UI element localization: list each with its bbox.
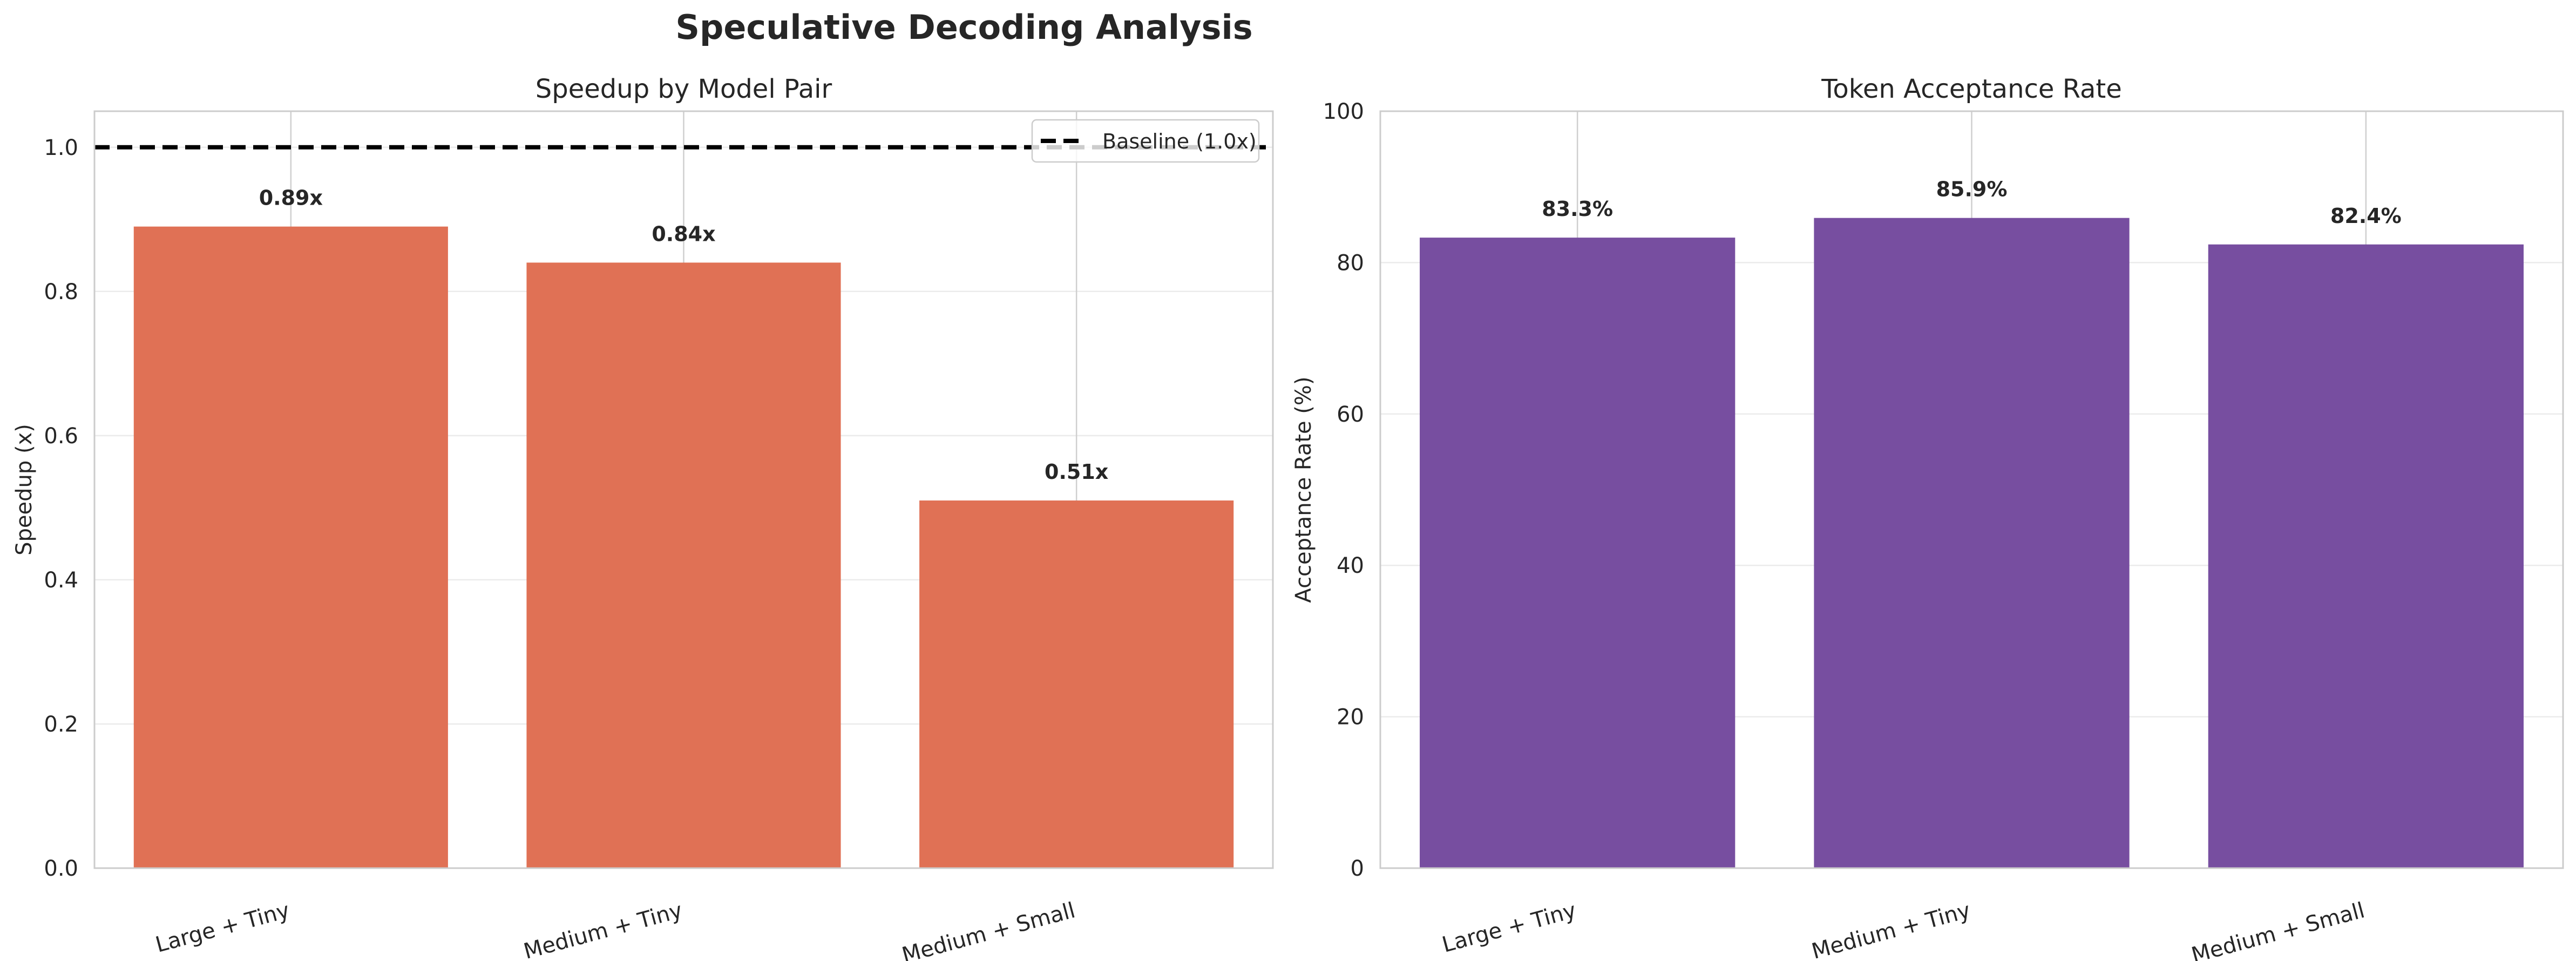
data-label: 85.9% [1936,178,2008,201]
y-tick-label: 0.4 [44,568,78,593]
data-label: 82.4% [2330,204,2402,228]
legend: Baseline (1.0x) [1031,119,1260,163]
y-tick-label: 0.2 [44,712,78,737]
axes-frame [93,110,1274,869]
y-tick-label: 0.6 [44,424,78,449]
bar-1 [133,226,448,869]
y-axis-label: Speedup (x) [12,424,37,556]
bar-2 [526,262,841,868]
data-label: 83.3% [1542,197,1613,221]
y-axis-label: Acceptance Rate (%) [1291,376,1316,603]
bar-2 [1814,218,2130,868]
chart-title: Speedup by Model Pair [535,74,832,104]
legend-box [1031,119,1260,163]
y-tick-label: 0.0 [44,856,78,881]
y-tick-label: 40 [1337,553,1364,578]
chart-title: Token Acceptance Rate [1821,74,2122,104]
data-label: 0.51x [1045,460,1108,484]
data-label: 0.89x [259,186,323,210]
bar-3 [2208,244,2524,869]
bar-1 [1420,238,1736,868]
y-tick-label: 0.8 [44,280,78,304]
axes-frame [1379,110,2564,869]
bar-3 [919,500,1234,868]
y-tick-label: 100 [1323,99,1364,124]
legend-entry: Baseline (1.0x) [1102,130,1257,153]
data-label: 0.84x [652,222,715,246]
y-tick-label: 80 [1337,251,1364,275]
y-tick-label: 1.0 [44,136,78,160]
figure-title: Speculative Decoding Analysis [675,8,1252,47]
y-tick-label: 20 [1337,705,1364,730]
y-tick-label: 0 [1351,856,1364,881]
y-tick-label: 60 [1337,402,1364,427]
